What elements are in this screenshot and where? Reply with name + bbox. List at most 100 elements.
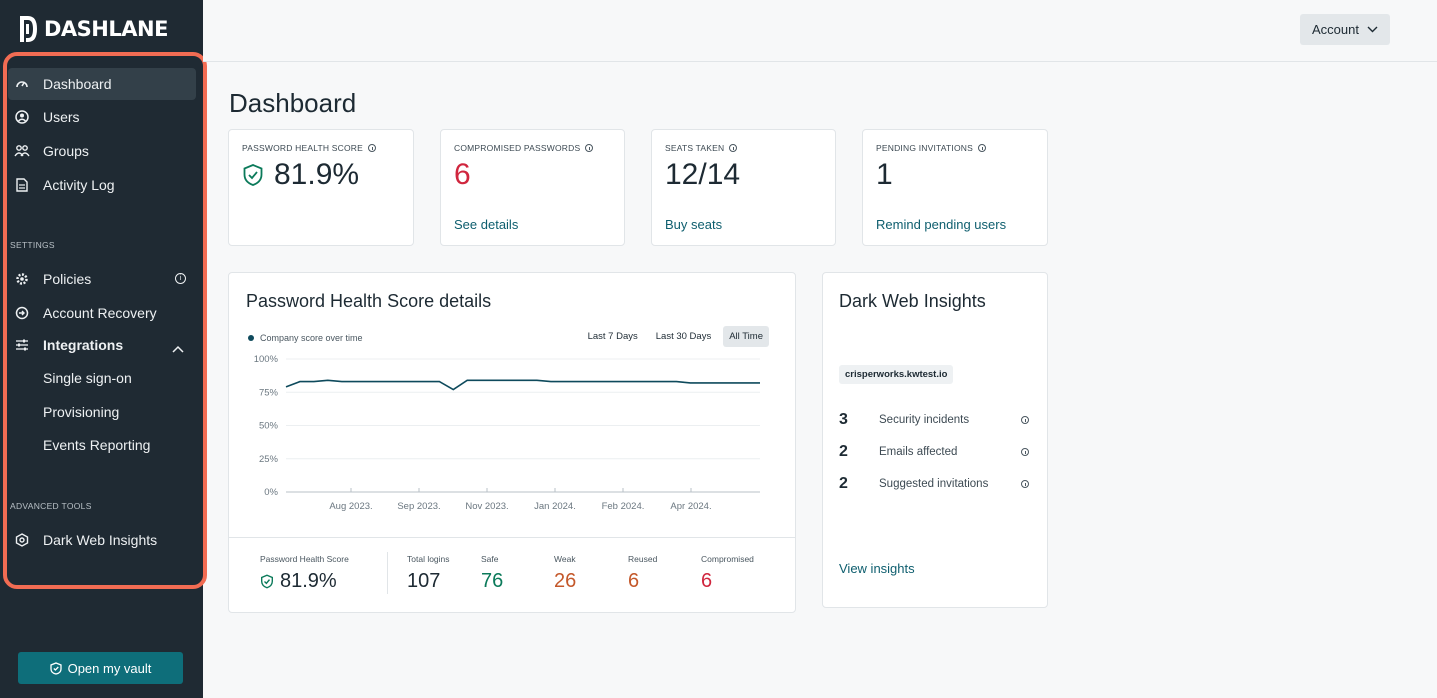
group-icon <box>14 143 30 159</box>
info-icon[interactable] <box>978 144 986 152</box>
remind-pending-users-link[interactable]: Remind pending users <box>876 217 1007 232</box>
sidebar-item-label: Events Reporting <box>43 437 151 453</box>
health-footer: Password Health Score 81.9% Total logins… <box>229 537 795 612</box>
stat-label: PENDING INVITATIONS <box>876 143 986 153</box>
info-icon[interactable]: i <box>175 273 186 284</box>
y-tick-label: 25% <box>259 454 279 465</box>
series-line <box>285 379 760 391</box>
dw-row-suggested-invitations: 2 Suggested invitations <box>839 475 1029 493</box>
tab-all-time[interactable]: All Time <box>723 326 769 347</box>
dashboard-gauge-icon <box>14 76 30 92</box>
page-title: Dashboard <box>229 88 357 118</box>
sidebar-item-dashboard[interactable]: Dashboard <box>8 68 196 100</box>
chevron-up-icon[interactable] <box>172 340 184 356</box>
y-tick-label: 75% <box>259 387 279 398</box>
sidebar: DASHLANE Dashboard Users Groups Activity… <box>0 0 207 698</box>
x-tick-label: Apr 2024. <box>670 501 711 512</box>
user-circle-icon <box>14 109 30 125</box>
sidebar-item-users[interactable]: Users <box>8 101 196 133</box>
info-icon[interactable] <box>585 144 594 152</box>
info-icon[interactable] <box>729 144 738 152</box>
shield-icon <box>49 661 62 675</box>
sidebar-item-provisioning[interactable]: Provisioning <box>8 396 196 428</box>
stat-label-text: PASSWORD HEALTH SCORE <box>242 143 364 153</box>
account-dropdown[interactable]: Account <box>1300 14 1390 45</box>
metric-label: Compromised <box>701 554 754 564</box>
info-icon[interactable] <box>1021 448 1029 456</box>
sliders-icon <box>14 337 30 353</box>
domain-chip[interactable]: crisperworks.kwtest.io <box>839 365 954 384</box>
advanced-tools-section-label: ADVANCED TOOLS <box>10 501 92 511</box>
dw-count: 3 <box>839 411 848 428</box>
buy-seats-link[interactable]: Buy seats <box>665 217 723 232</box>
metric-value: 76 <box>481 570 504 592</box>
dark-web-title: Dark Web Insights <box>839 291 986 311</box>
dashlane-logo-icon <box>20 16 37 42</box>
footer-safe: Safe 76 <box>481 554 503 593</box>
sidebar-item-dark-web-insights[interactable]: Dark Web Insights <box>8 524 196 556</box>
open-vault-button[interactable]: Open my vault <box>18 652 183 684</box>
stat-label-text: SEATS TAKEN <box>665 143 725 153</box>
sidebar-item-integrations[interactable]: Integrations <box>8 329 196 361</box>
view-insights-link[interactable]: View insights <box>839 561 915 576</box>
x-tick-label: Sep 2023. <box>397 501 440 512</box>
sidebar-item-events-reporting[interactable]: Events Reporting <box>8 429 196 461</box>
dw-label: Security incidents <box>879 414 970 426</box>
password-health-details-card: Password Health Score details Company sc… <box>228 272 796 613</box>
dw-count: 2 <box>839 475 848 492</box>
password-health-score-card: PASSWORD HEALTH SCORE 81.9% <box>228 129 414 246</box>
sidebar-item-label: Users <box>43 109 80 125</box>
dark-web-insights-card: Dark Web Insights crisperworks.kwtest.io… <box>822 272 1048 608</box>
sidebar-item-label: Dashboard <box>43 76 112 92</box>
footer-score-label: Password Health Score <box>260 554 349 564</box>
tab-last-30-days[interactable]: Last 30 Days <box>655 331 712 342</box>
info-icon[interactable] <box>368 144 377 152</box>
sidebar-item-activity-log[interactable]: Activity Log <box>8 169 196 201</box>
range-tabs: Last 7 Days Last 30 Days All Time <box>582 326 769 347</box>
dw-row-emails-affected: 2 Emails affected <box>839 443 1029 461</box>
footer-compromised: Compromised 6 <box>701 554 754 593</box>
sidebar-item-policies[interactable]: Policies i <box>8 263 196 295</box>
top-bar: Account <box>203 0 1437 62</box>
stat-label: SEATS TAKEN <box>665 143 738 153</box>
footer-score: Password Health Score 81.9% <box>260 554 349 593</box>
footer-reused: Reused 6 <box>628 554 657 593</box>
x-tick-label: Jan 2024. <box>534 501 576 512</box>
settings-section-label: SETTINGS <box>10 240 55 250</box>
sidebar-item-groups[interactable]: Groups <box>8 135 196 167</box>
legend-dot <box>248 335 254 341</box>
metric-value: 107 <box>407 570 441 592</box>
stat-value: 12/14 <box>665 158 741 191</box>
footer-score-value: 81.9% <box>260 570 349 593</box>
health-details-title: Password Health Score details <box>246 291 492 311</box>
tab-last-7-days[interactable]: Last 7 Days <box>587 331 638 342</box>
metric-label: Safe <box>481 554 499 564</box>
pending-invitations-card: PENDING INVITATIONS 1 Remind pending use… <box>862 129 1048 246</box>
see-details-link[interactable]: See details <box>454 217 519 232</box>
account-label: Account <box>1312 22 1359 37</box>
stat-label: COMPROMISED PASSWORDS <box>454 143 594 153</box>
y-tick-label: 50% <box>259 421 279 432</box>
y-tick-label: 0% <box>264 487 278 498</box>
account-recovery-icon <box>14 305 30 321</box>
stat-value: 81.9% <box>242 158 359 192</box>
metric-value: 26 <box>554 570 577 592</box>
y-tick-label: 100% <box>254 354 279 365</box>
dashlane-logo[interactable]: DASHLANE <box>18 14 168 44</box>
footer-weak: Weak 26 <box>554 554 576 593</box>
x-tick-label: Aug 2023. <box>329 501 372 512</box>
sidebar-item-label: Single sign-on <box>43 370 132 386</box>
logo-text: DASHLANE <box>44 17 168 41</box>
sidebar-item-label: Activity Log <box>43 177 115 193</box>
info-icon[interactable] <box>1021 416 1029 424</box>
stat-label-text: PENDING INVITATIONS <box>876 143 973 153</box>
sidebar-item-single-sign-on[interactable]: Single sign-on <box>8 362 196 394</box>
dw-label: Suggested invitations <box>879 478 989 490</box>
stat-value-text: 81.9% <box>274 158 360 191</box>
info-icon[interactable] <box>1021 480 1029 488</box>
stat-value: 6 <box>454 158 471 191</box>
chevron-down-icon <box>1367 26 1378 33</box>
shield-check-icon <box>243 164 263 186</box>
sidebar-item-account-recovery[interactable]: Account Recovery <box>8 297 196 329</box>
seats-taken-card: SEATS TAKEN 12/14 Buy seats <box>651 129 836 246</box>
